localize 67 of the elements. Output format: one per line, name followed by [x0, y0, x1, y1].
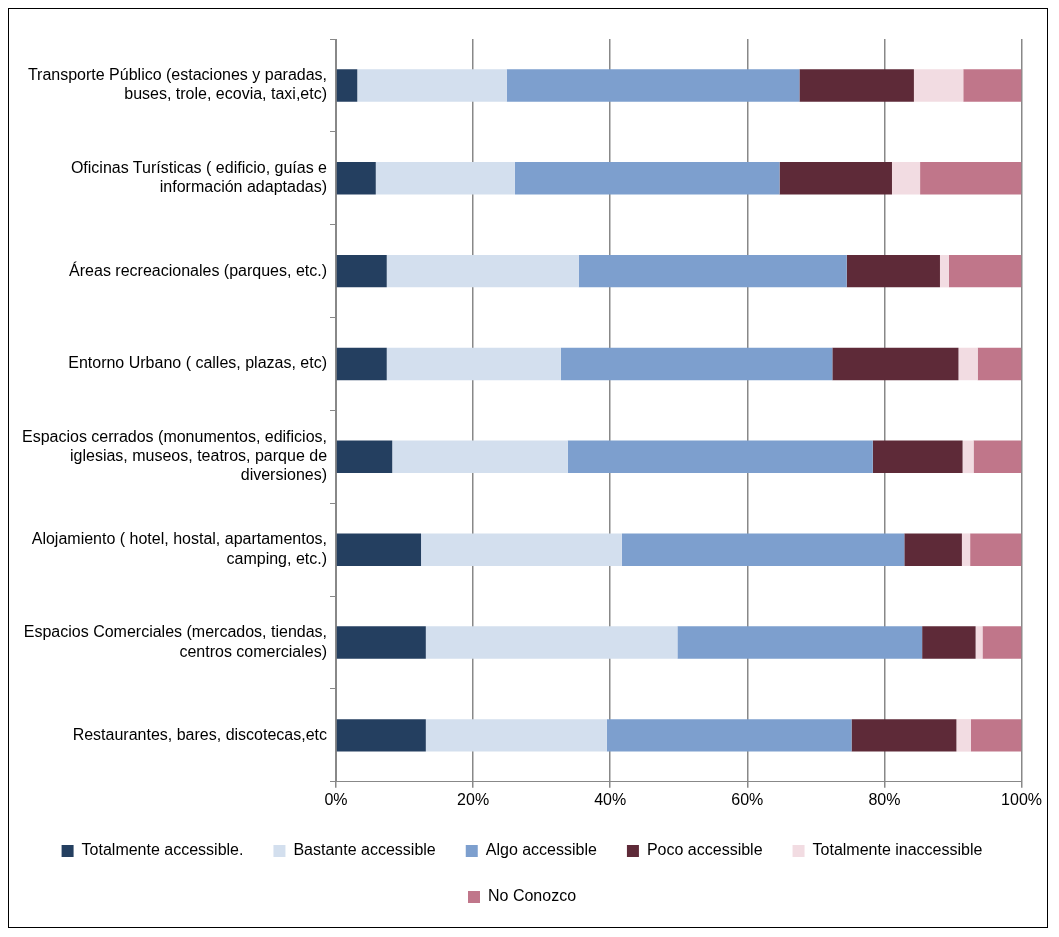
- bar: [336, 719, 426, 752]
- bar: [336, 533, 422, 566]
- y-tick-label: Áreas recreacionales (parques, etc.): [69, 260, 328, 279]
- bar: [336, 626, 426, 659]
- bar: [891, 162, 921, 195]
- bar: [961, 533, 971, 566]
- bar: [832, 347, 959, 381]
- bar: [958, 347, 978, 381]
- legend-label: No Conozco: [487, 887, 577, 905]
- bar: [970, 533, 1022, 566]
- bar: [560, 347, 833, 381]
- x-tick-label: 0%: [324, 790, 348, 808]
- x-tick-label: 40%: [594, 790, 627, 808]
- x-tick-label: 20%: [457, 790, 490, 808]
- bar: [392, 440, 568, 474]
- bar: [913, 69, 964, 102]
- bar: [920, 162, 1022, 195]
- x-tick-label: 80%: [868, 790, 901, 808]
- bar: [922, 626, 976, 659]
- legend-label: Totalmente accessible.: [81, 841, 244, 859]
- bar: [606, 719, 852, 752]
- bar: [970, 719, 1022, 752]
- bar: [567, 440, 873, 474]
- y-tick-label: Oficinas Turísticas ( edificio, guías e información adaptadas): [70, 159, 328, 196]
- y-tick-label: Espacios Comerciales (mercados, tiendas, centros comerciales): [23, 623, 328, 660]
- bar: [514, 162, 780, 195]
- y-tick-label: Transporte Público (estaciones y paradas, buses, trole, ecovia, taxi,etc): [27, 66, 328, 103]
- legend-label: Algo accessible: [485, 841, 598, 859]
- legend-label: Poco accessible: [646, 841, 763, 859]
- y-tick-label: Entorno Urbano ( calles, plazas, etc): [68, 354, 328, 372]
- bar: [578, 254, 847, 288]
- bar: [421, 533, 622, 566]
- bar: [872, 440, 963, 474]
- bar: [851, 719, 957, 752]
- y-tick-label: Espacios cerrados (monumentos, edificios, iglesias, museos, teatros, parque de diversiones): [21, 428, 328, 484]
- bar: [677, 626, 923, 659]
- bar: [956, 719, 971, 752]
- bar: [948, 254, 1022, 288]
- legend-label: Bastante accessible: [293, 841, 436, 859]
- bar: [963, 69, 1022, 102]
- bar: [386, 254, 579, 288]
- bar: [357, 69, 507, 102]
- bar: [962, 440, 974, 474]
- bar: [982, 626, 1022, 659]
- bar: [799, 69, 914, 102]
- y-tick-label: Restaurantes, bares, discotecas,etc: [72, 725, 328, 743]
- y-tick-label: Alojamiento ( hotel, hostal, apartamentos, camping, etc.): [31, 530, 328, 567]
- bar: [336, 347, 387, 381]
- bar: [336, 69, 358, 102]
- bar: [375, 162, 515, 195]
- bar: [977, 347, 1022, 381]
- bar: [386, 347, 561, 381]
- legend-label: Totalmente inaccessible: [812, 841, 983, 859]
- bar: [336, 162, 376, 195]
- bar: [973, 440, 1022, 474]
- bar: [779, 162, 892, 195]
- x-tick-label: 100%: [1001, 790, 1042, 808]
- bar: [425, 626, 678, 659]
- bar: [425, 719, 607, 752]
- x-tick-label: 60%: [731, 790, 764, 808]
- bar: [506, 69, 800, 102]
- bar: [846, 254, 940, 288]
- bar: [939, 254, 949, 288]
- bar: [336, 440, 393, 474]
- bar: [336, 254, 387, 288]
- bar: [621, 533, 905, 566]
- bar: [904, 533, 962, 566]
